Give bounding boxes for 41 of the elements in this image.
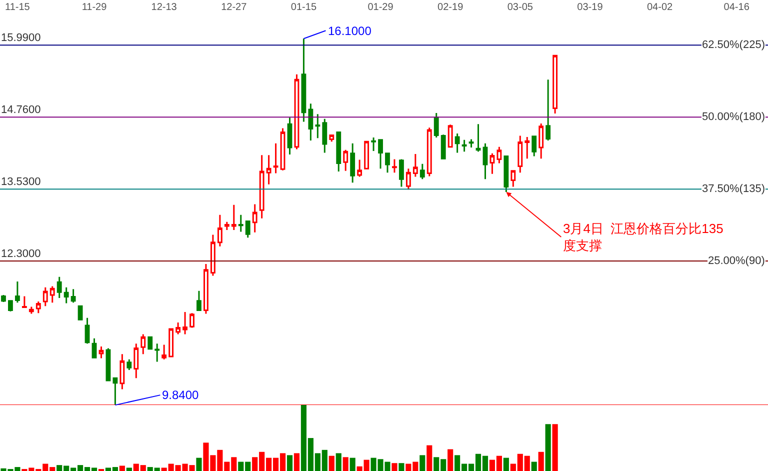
bar <box>398 463 404 471</box>
y-tick-label: 14.7600 <box>1 104 41 116</box>
x-tick-label: 01-15 <box>290 2 317 13</box>
annotation: 37.50%(135) <box>702 183 765 195</box>
bar <box>392 463 398 471</box>
annotation: 9.8400 <box>162 388 200 402</box>
bar <box>342 457 348 471</box>
bar <box>126 468 132 471</box>
x-tick-label: 03-05 <box>507 2 534 13</box>
y-tick-label: 12.3000 <box>1 248 41 260</box>
bar <box>119 466 125 471</box>
bar <box>538 452 544 471</box>
x-tick-label: 12-27 <box>221 2 248 13</box>
x-tick-label: 01-29 <box>368 2 394 13</box>
bar <box>545 424 551 471</box>
bar <box>420 455 426 471</box>
bar <box>531 462 537 471</box>
bar <box>426 445 432 471</box>
x-tick-label: 03-19 <box>577 2 604 13</box>
annotation: 25.00%(90) <box>708 255 765 267</box>
annotation: 50.00%(180) <box>702 111 765 123</box>
annotation: 3月4日 江恩价格百分比135 度支撑 <box>563 221 724 253</box>
bar <box>294 453 300 471</box>
bar <box>328 456 334 471</box>
x-tick-label: 11-29 <box>82 2 108 13</box>
bar <box>196 458 202 471</box>
annotation: 16.1000 <box>328 24 372 38</box>
bar <box>448 449 454 471</box>
bar <box>350 458 356 471</box>
annotation: 62.50%(225) <box>702 39 765 51</box>
bar <box>336 453 342 471</box>
y-tick-label: 15.9900 <box>1 32 41 44</box>
x-tick-label: 04-02 <box>646 2 674 13</box>
x-tick-label: 12-13 <box>151 2 178 13</box>
bar <box>503 458 509 471</box>
bar <box>552 424 558 471</box>
x-tick-label: 11-15 <box>5 2 30 13</box>
bar <box>286 455 293 471</box>
x-tick-label: 02-19 <box>438 2 464 13</box>
x-tick-label: 04-16 <box>724 2 750 13</box>
y-tick-label: 13.5300 <box>1 176 41 188</box>
